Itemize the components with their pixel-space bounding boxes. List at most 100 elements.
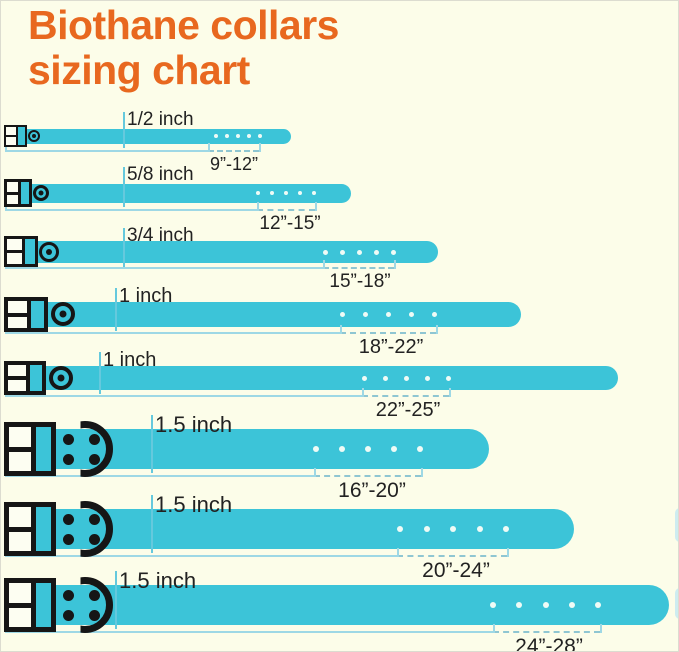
collar-hole (390, 249, 396, 255)
buckle-divider-vertical (31, 507, 36, 551)
collar-width-label: 1.5 inch (119, 568, 197, 593)
buckle-pin-dot (46, 249, 52, 255)
collar-strap (5, 184, 351, 203)
collar-hole (424, 526, 430, 532)
measure-tick (397, 548, 399, 557)
measure-tick (449, 388, 451, 397)
buckle-divider-horizontal (9, 602, 31, 608)
buckle-divider-vertical (18, 182, 21, 204)
buckle-rivet (62, 609, 74, 621)
buckle-divider-horizontal (7, 250, 22, 253)
buckle-divider-horizontal (7, 191, 18, 195)
measure-tick (315, 202, 317, 211)
buckle-strap-fill (36, 427, 51, 471)
buckle-d-ring (80, 577, 113, 633)
buckle-rivet (62, 533, 74, 545)
collar-hole (431, 311, 437, 317)
width-tick (123, 167, 125, 207)
measure-line-solid (5, 395, 362, 397)
measure-line-dashed (208, 150, 259, 152)
buckle-strap-fill (31, 301, 44, 328)
measure-line-dashed (362, 395, 449, 397)
collar-hole (339, 249, 345, 255)
measure-line-dashed (340, 332, 436, 334)
buckle-rivet (62, 433, 74, 445)
collar-hole (490, 602, 496, 608)
buckle-ring (39, 242, 59, 262)
size-range-label: 20”-24” (422, 559, 490, 582)
measure-tick (421, 468, 423, 477)
collar-hole (417, 446, 423, 452)
collar-strap (5, 302, 521, 327)
measure-line-dashed (397, 555, 507, 557)
width-tick (151, 415, 153, 473)
buckle-strap-fill (18, 127, 25, 145)
buckle-frame (4, 297, 48, 332)
collar-hole (247, 134, 251, 138)
collar-hole (339, 446, 345, 452)
buckle-frame (4, 422, 56, 476)
measure-tick (259, 143, 261, 152)
collar-hole (397, 526, 403, 532)
measure-line-solid (5, 332, 340, 334)
collar-hole (382, 375, 388, 381)
collar-width-label: 1.5 inch (155, 412, 233, 437)
buckle-divider-horizontal (9, 446, 31, 452)
chart-title: Biothane collars sizing chart (28, 3, 339, 93)
buckle-frame (4, 502, 56, 556)
collar-hole (339, 311, 345, 317)
buckle-divider-vertical (31, 427, 36, 471)
collar-hole (385, 311, 391, 317)
buckle-pin-dot (57, 374, 65, 382)
buckle-divider-vertical (26, 365, 30, 391)
buckle-ring (33, 185, 49, 201)
collar-hole (270, 191, 274, 195)
collar-width-label: 3/4 inch (127, 225, 194, 246)
buckle-frame (4, 179, 32, 207)
buckle-frame (4, 361, 46, 395)
collar-width-label: 1.5 inch (155, 492, 233, 517)
measure-tick (208, 143, 210, 152)
measure-line-solid (5, 267, 323, 269)
width-tick (123, 228, 125, 267)
collar-width-label: 1 inch (119, 285, 173, 307)
chart-title-line1: Biothane collars (28, 2, 339, 48)
buckle-strap-fill (25, 239, 35, 264)
measure-line-solid (5, 209, 257, 211)
collar-hole (313, 446, 319, 452)
measure-line-solid (5, 631, 493, 633)
edge-cropped-collar-piece (675, 508, 678, 542)
measure-tick (600, 624, 602, 633)
width-tick (115, 571, 117, 629)
collar-hole (258, 134, 262, 138)
buckle-divider-vertical (22, 239, 25, 264)
measure-tick (340, 325, 342, 334)
collar-hole (225, 134, 229, 138)
collar-hole (214, 134, 218, 138)
collar-hole (365, 446, 371, 452)
collar-hole (543, 602, 549, 608)
measure-tick (323, 260, 325, 269)
buckle-pin-dot (38, 190, 44, 196)
buckle-ring (51, 302, 75, 326)
width-tick (123, 112, 125, 148)
buckle-d-ring (80, 421, 113, 477)
size-range-label: 15”-18” (329, 271, 391, 292)
buckle-divider-vertical (31, 583, 36, 627)
size-range-label: 9”-12” (209, 154, 259, 174)
collar-hole (408, 311, 414, 317)
chart-title-line2: sizing chart (28, 47, 250, 93)
collar-hole (284, 191, 288, 195)
collar-width-label: 1/2 inch (127, 109, 194, 130)
measure-line-dashed (314, 475, 421, 477)
size-range-label: 22”-25” (375, 399, 441, 421)
measure-tick (5, 205, 7, 211)
measure-line-solid (5, 150, 208, 152)
measure-line-dashed (493, 631, 600, 633)
buckle-strap-fill (21, 182, 29, 204)
buckle-rivet (62, 513, 74, 525)
measure-line-dashed (323, 267, 394, 269)
buckle-rivet (62, 453, 74, 465)
buckle-d-ring (80, 501, 113, 557)
collar-hole (361, 375, 367, 381)
